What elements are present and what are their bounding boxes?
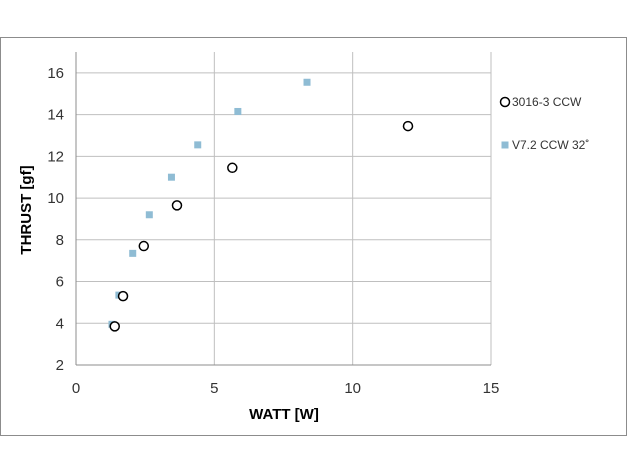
y-tick-label: 10: [47, 190, 64, 207]
3016-point: [227, 162, 238, 174]
y-tick-label: 16: [47, 65, 64, 82]
legend-label: 3016-3 CCW: [512, 95, 582, 109]
grid-lines: [76, 52, 492, 365]
x-tick-label: 0: [72, 380, 80, 397]
x-tick-label: 10: [344, 380, 361, 397]
v72-point: [303, 78, 311, 86]
y-tick-label: 14: [47, 107, 64, 124]
y-axis-label: THRUST [gf]: [18, 165, 35, 254]
y-tick-label: 6: [56, 274, 64, 291]
3016-point: [138, 240, 150, 252]
x-tick-label: 15: [483, 380, 500, 397]
legend-marker: [499, 96, 511, 108]
x-tick-label: 5: [210, 380, 218, 397]
chart-frame: [0, 37, 627, 436]
3016-point: [109, 321, 120, 332]
legend-label: V7.2 CCW 32˚: [512, 138, 589, 152]
3016-point: [402, 120, 414, 132]
v72-point: [129, 249, 137, 257]
axes: 2 4 6 8 10 12 14 16 0 5 10 15: [47, 52, 499, 397]
y-tick-label: 4: [56, 315, 64, 332]
3016-point: [171, 200, 183, 211]
3016-point: [117, 290, 129, 302]
y-tick-label: 2: [56, 357, 64, 374]
v72-point: [194, 141, 202, 149]
v72-point: [145, 211, 153, 219]
v72-point: [167, 173, 175, 181]
y-tick-label: 12: [47, 148, 64, 165]
legend-marker: [501, 141, 509, 149]
x-axis-label: WATT [W]: [249, 406, 319, 423]
v72-point: [234, 107, 242, 115]
y-tick-label: 8: [56, 232, 64, 249]
legend: 3016-3 CCW V7.2 CCW 32˚: [499, 95, 589, 152]
data-points: [108, 78, 414, 332]
